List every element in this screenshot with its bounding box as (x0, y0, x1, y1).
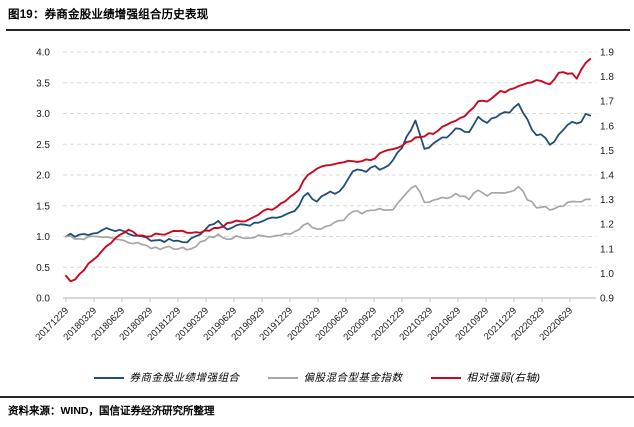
y-axis-left-label: 2.0 (36, 171, 50, 182)
legend-label: 相对强弱(右轴) (466, 372, 541, 384)
legend-item-2: 相对强弱(右轴) (430, 370, 541, 385)
y-axis-left-label: 4.0 (36, 48, 50, 59)
legend-label: 券商金股业绩增强组合 (129, 372, 240, 384)
title-divider (6, 29, 630, 31)
y-axis-left-label: 0.5 (36, 263, 50, 274)
y-axis-right-label: 1.9 (600, 48, 614, 59)
legend-label: 偏股混合型基金指数 (303, 372, 403, 384)
y-axis-right-label: 1.2 (600, 220, 614, 231)
y-axis-right-label: 1.6 (600, 121, 614, 132)
y-axis-left-label: 1.0 (36, 232, 50, 243)
legend-swatch (430, 376, 461, 379)
y-axis-right-label: 1.3 (600, 195, 614, 206)
y-axis-left-label: 3.5 (36, 78, 50, 89)
series-line-1 (65, 184, 592, 251)
y-axis-right-label: 1.8 (600, 72, 614, 83)
footer-divider (0, 396, 634, 398)
series-line-0 (65, 102, 592, 244)
y-axis-right-label: 1.4 (600, 171, 614, 182)
y-axis-left-label: 0.0 (36, 294, 50, 305)
legend-swatch (267, 376, 298, 379)
legend-item-1: 偏股混合型基金指数 (267, 370, 403, 385)
y-axis-right-label: 1.7 (600, 97, 614, 108)
source-note: 资料来源：WIND，国信证券经济研究所整理 (8, 405, 215, 417)
y-axis-right-label: 1.0 (600, 269, 614, 280)
y-axis-right-label: 1.1 (600, 244, 614, 255)
series-line-2 (65, 58, 592, 283)
y-axis-right-label: 1.5 (600, 146, 614, 157)
y-axis-left-label: 3.0 (36, 109, 50, 120)
y-axis-left-label: 1.5 (36, 201, 50, 212)
legend-item-0: 券商金股业绩增强组合 (93, 370, 240, 385)
y-axis-right-label: 0.9 (600, 294, 614, 305)
chart-legend: 券商金股业绩增强组合 偏股混合型基金指数 相对强弱(右轴) (0, 370, 634, 385)
figure-title: 图19：券商金股业绩增强组合历史表现 (8, 9, 209, 21)
legend-swatch (93, 376, 124, 379)
y-axis-left-label: 2.5 (36, 140, 50, 151)
